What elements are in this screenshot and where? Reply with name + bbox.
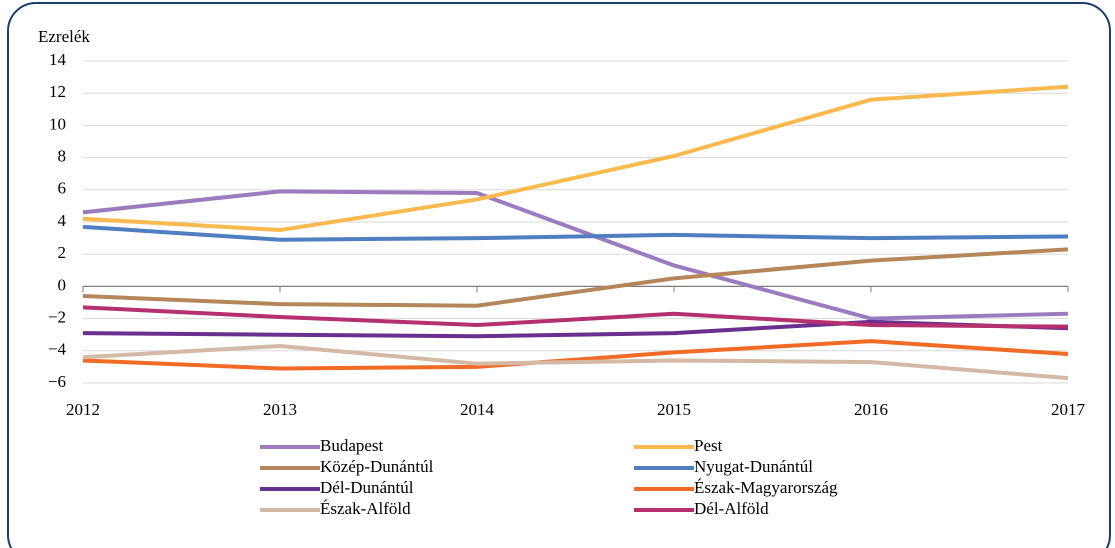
y-tick-label: −4 — [48, 340, 67, 359]
legend-label: Észak-Alföld — [320, 499, 411, 518]
y-tick-label: −6 — [48, 372, 66, 391]
legend-label: Dél-Alföld — [694, 499, 769, 518]
y-tick-label: 2 — [58, 243, 67, 262]
series-line — [82, 84, 1069, 233]
legend-label: Közép-Dunántúl — [320, 457, 434, 476]
y-tick-label: 4 — [58, 211, 67, 230]
series-line — [82, 319, 1069, 339]
y-tick-label: 6 — [58, 179, 67, 198]
legend-label: Észak-Magyarország — [694, 478, 838, 497]
series-line — [82, 305, 1069, 329]
x-tick-label: 2012 — [66, 400, 100, 419]
y-tick-label: 14 — [49, 50, 67, 69]
chart-frame — [7, 2, 1111, 548]
x-tick-label: 2017 — [1051, 400, 1086, 419]
y-tick-label: 12 — [49, 82, 66, 101]
y-tick-label: 10 — [49, 114, 66, 133]
series-line — [82, 247, 1069, 308]
x-tick-label: 2016 — [854, 400, 888, 419]
x-tick-label: 2013 — [263, 400, 297, 419]
series-line — [82, 339, 1069, 371]
legend-label: Budapest — [320, 436, 384, 455]
y-tick-label: 0 — [58, 275, 67, 294]
x-tick-label: 2014 — [460, 400, 495, 419]
legend-label: Pest — [694, 436, 723, 455]
series-line — [82, 224, 1069, 242]
series-line — [82, 343, 1069, 381]
legend-label: Dél-Dunántúl — [320, 478, 414, 497]
x-tick-label: 2015 — [657, 400, 691, 419]
y-tick-label: −2 — [48, 308, 66, 327]
y-axis-label: Ezrelék — [38, 27, 90, 46]
legend-label: Nyugat-Dunántúl — [694, 457, 813, 476]
series-line — [82, 189, 1069, 321]
y-tick-label: 8 — [58, 147, 67, 166]
